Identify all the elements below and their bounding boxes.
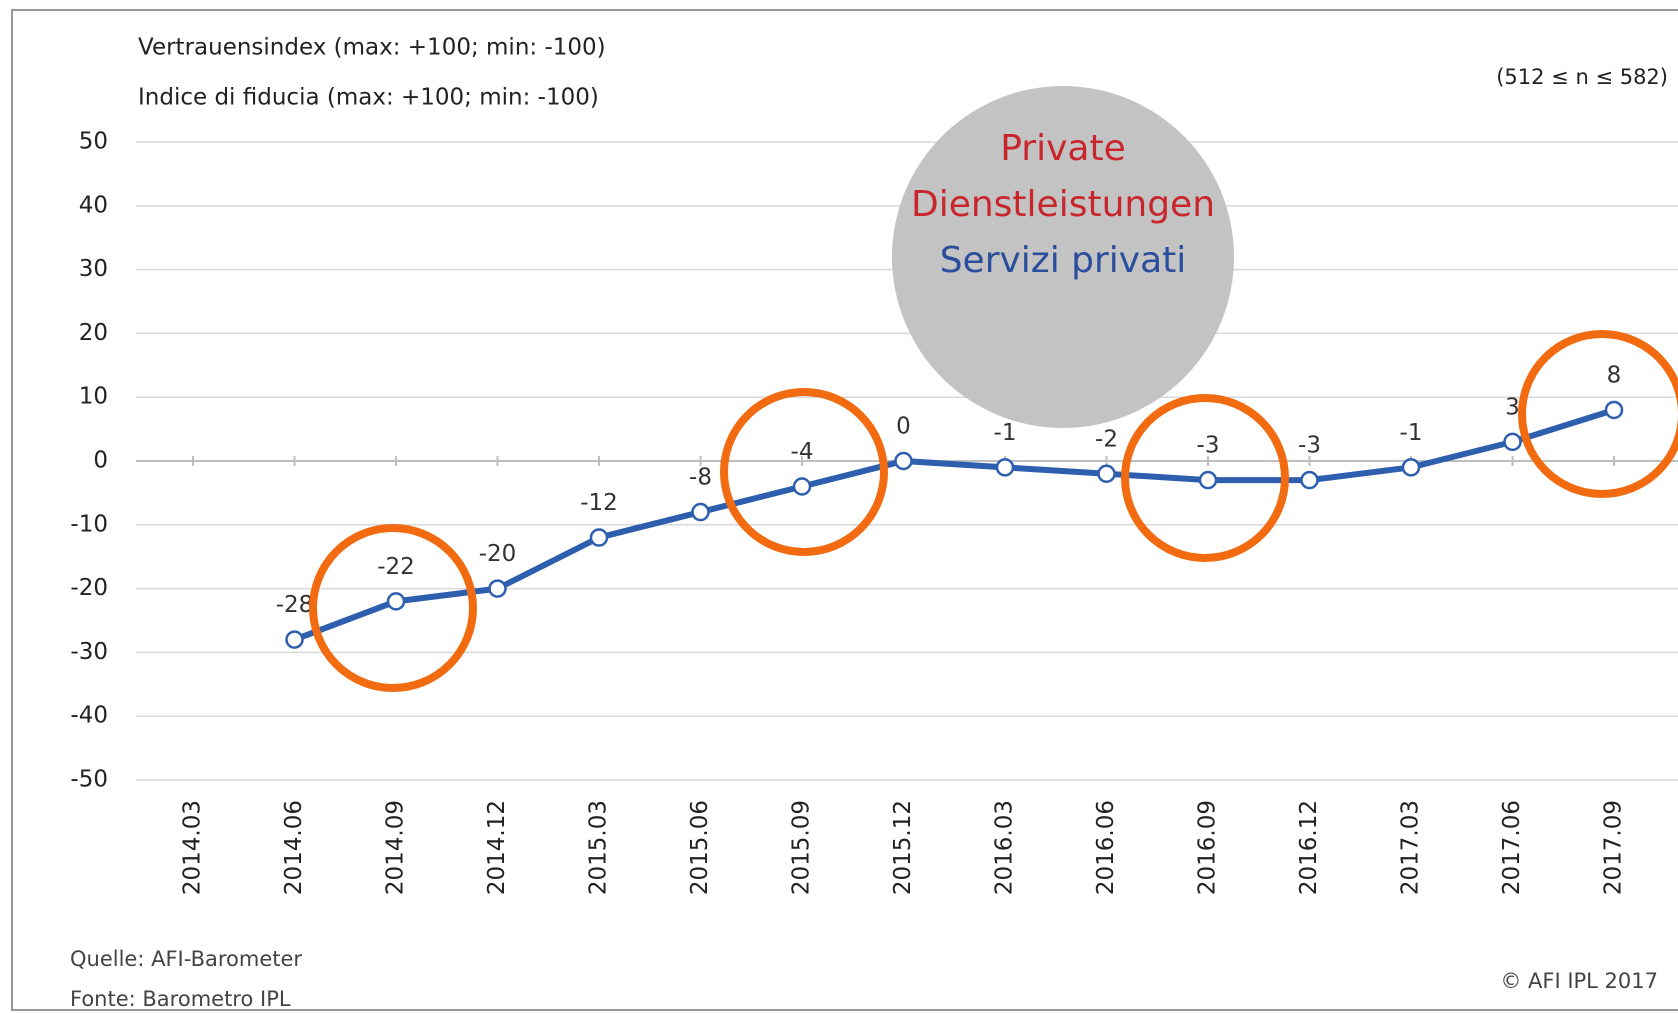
y-tick-label: -10	[70, 511, 108, 537]
marker	[1401, 458, 1421, 477]
marker	[691, 502, 710, 522]
marker	[1604, 400, 1624, 420]
data-label: -20	[479, 541, 517, 567]
x-tick-label: 2017.09	[1601, 800, 1627, 895]
marker	[1198, 470, 1218, 490]
frame	[11, 9, 1678, 1011]
bubble-text: Private	[1000, 128, 1126, 169]
data-label: -12	[580, 490, 618, 516]
y-tick-label: 10	[79, 384, 108, 410]
copyright: © AFI IPL 2017	[1500, 969, 1658, 993]
marker	[995, 458, 1015, 477]
data-label: 3	[1505, 394, 1520, 420]
data-label: -28	[276, 592, 314, 618]
data-label: -1	[994, 420, 1017, 446]
x-tick-label: 2017.06	[1499, 800, 1525, 895]
highlight-circle	[720, 388, 888, 556]
x-tick-label: 2014.09	[383, 800, 409, 895]
marker	[1097, 464, 1116, 484]
y-tick-label: -40	[70, 703, 108, 729]
bubble-text: Servizi privati	[940, 240, 1187, 281]
data-label: -1	[1400, 420, 1423, 446]
y-tick-label: 50	[79, 129, 108, 155]
x-tick-label: 2017.03	[1398, 800, 1424, 895]
bubble-text: Dienstleistungen	[911, 184, 1215, 225]
x-tick-label: 2014.12	[484, 800, 510, 895]
sample-note: (512 ≤ n ≤ 582)	[1496, 65, 1668, 89]
data-label: 8	[1607, 362, 1622, 388]
y-tick-label: 0	[93, 448, 108, 474]
marker	[1300, 470, 1319, 490]
x-tick-label: 2016.12	[1296, 800, 1322, 895]
y-tick-label: -20	[70, 575, 108, 601]
marker	[488, 579, 507, 598]
y-tick-label: -50	[70, 767, 108, 793]
highlight-circle	[1121, 394, 1289, 562]
y-tick-label: 20	[79, 320, 108, 346]
x-tick-label: 2016.09	[1195, 800, 1221, 895]
highlight-circle	[1518, 330, 1678, 498]
x-tick-label: 2015.12	[890, 800, 916, 895]
marker	[285, 630, 304, 649]
x-tick-label: 2015.03	[586, 800, 612, 895]
data-label: -2	[1095, 426, 1118, 452]
marker	[386, 592, 406, 611]
bubble	[892, 86, 1234, 428]
x-tick-label: 2016.03	[992, 800, 1018, 895]
highlights	[309, 330, 1678, 692]
data-label: -3	[1298, 433, 1321, 459]
y-tick-label: 30	[79, 256, 108, 282]
source: Quelle: AFI-Barometer	[70, 947, 302, 971]
data-label: -3	[1197, 433, 1220, 459]
highlight-circle	[309, 524, 477, 692]
data-label: -22	[377, 554, 415, 580]
x-tick-label: 2014.06	[281, 800, 307, 895]
data-label: -4	[791, 439, 814, 465]
y-tick-label: 40	[79, 192, 108, 218]
y-tick-label: -30	[70, 639, 108, 665]
chart-subtitle: Indice di fiducia (max: +100; min: -100)	[138, 85, 599, 111]
series-line	[293, 407, 1615, 643]
marker	[589, 528, 609, 547]
data-label: -8	[689, 465, 712, 491]
source: Fonte: Barometro IPL	[70, 987, 291, 1011]
chart-title: Vertrauensindex (max: +100; min: -100)	[138, 35, 606, 61]
x-tick-label: 2015.06	[687, 800, 713, 895]
x-tick-label: 2016.06	[1093, 800, 1119, 895]
data-label: 0	[896, 414, 911, 440]
x-tick-label: 2014.03	[180, 800, 206, 895]
marker	[1503, 432, 1522, 452]
marker	[894, 451, 913, 471]
x-tick-label: 2015.09	[789, 800, 815, 895]
marker	[792, 477, 812, 496]
